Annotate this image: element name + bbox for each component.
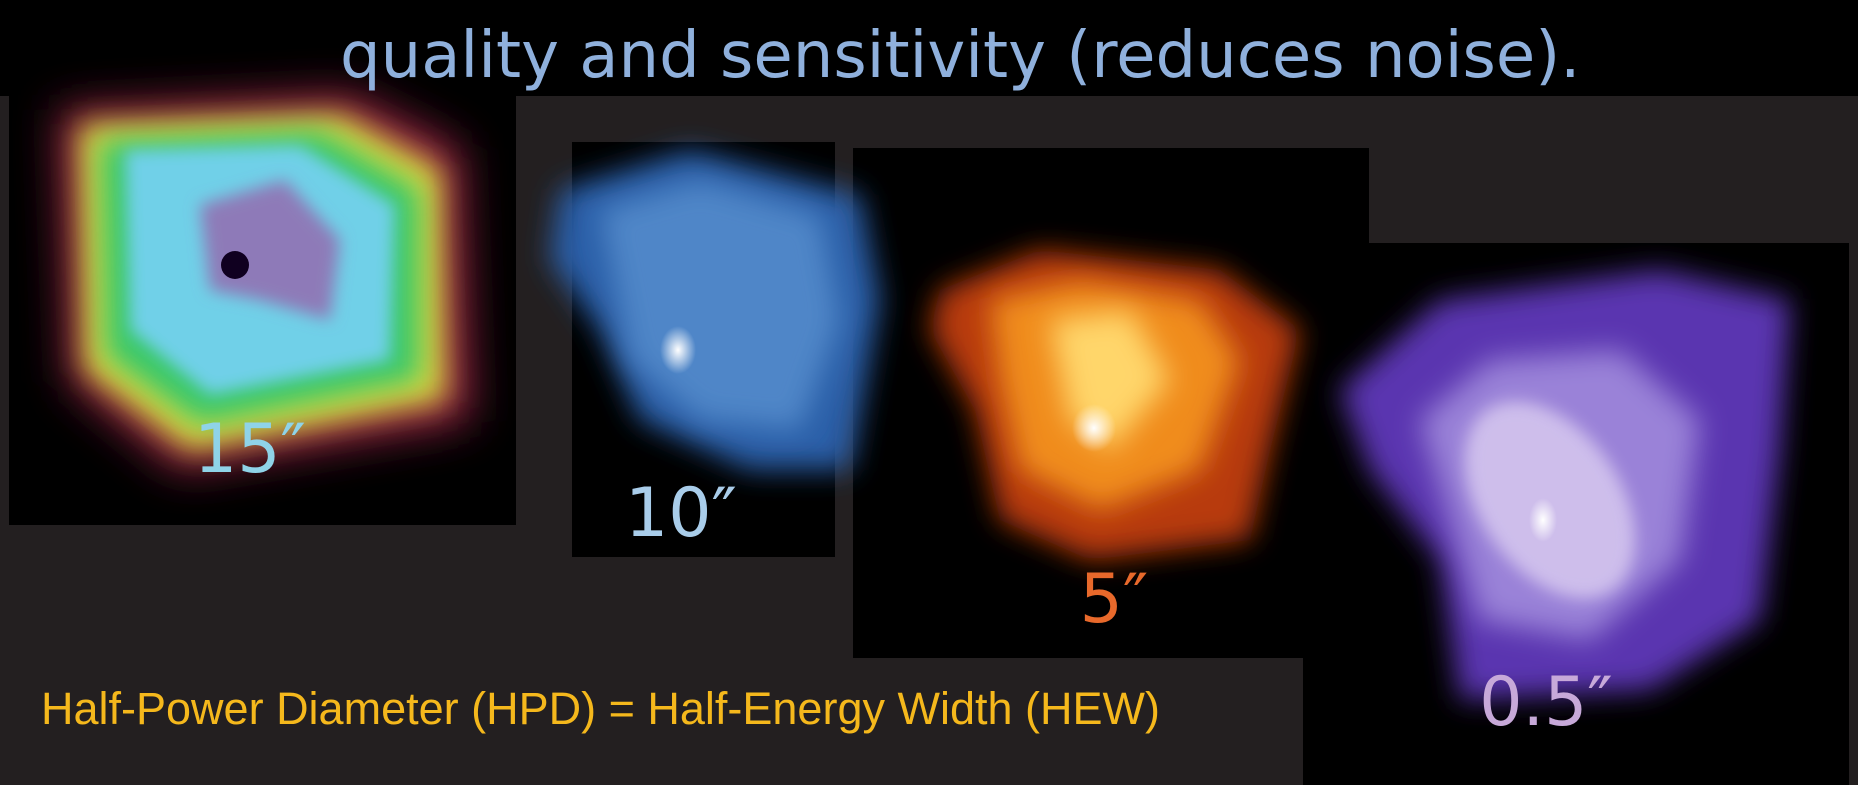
resolution-label: 0.5″	[1479, 663, 1613, 742]
slide: quality and sensitivity (reduces noise).…	[0, 0, 1858, 785]
resolution-label: 5″	[1080, 560, 1149, 639]
resolution-label: 15″	[194, 410, 306, 489]
gap	[930, 96, 1858, 148]
resolution-label: 10″	[625, 474, 737, 553]
title: quality and sensitivity (reduces noise).	[340, 19, 1581, 93]
footer-text: Half-Power Diameter (HPD) = Half-Energy …	[41, 683, 1160, 734]
